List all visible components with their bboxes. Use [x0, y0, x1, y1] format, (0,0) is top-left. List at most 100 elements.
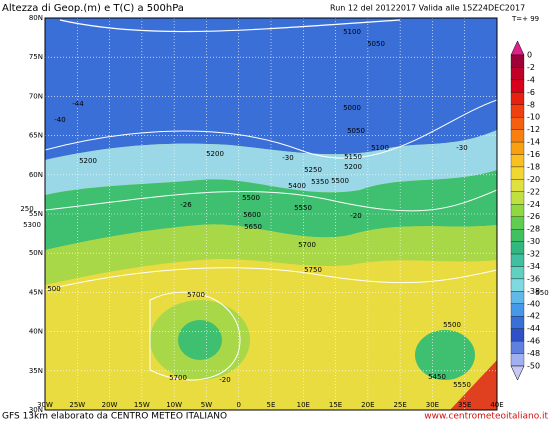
contour-label: 5750 — [304, 266, 322, 274]
lat-label: 35N — [29, 367, 43, 375]
colorbar-label: -26 — [527, 212, 540, 221]
contour-label: 5600 — [243, 211, 261, 219]
lat-label: 70N — [29, 92, 43, 100]
colorbar-label: -10 — [527, 113, 540, 122]
lon-label: 30E — [426, 401, 439, 409]
colorbar-label: -38 — [527, 287, 540, 296]
contour-label: 5200 — [344, 163, 362, 171]
lat-label: 30N — [29, 406, 43, 414]
lat-label: 45N — [29, 288, 43, 296]
contour-label: 5200 — [79, 157, 97, 165]
colorbar-swatch — [510, 278, 525, 292]
contour-label: 5050 — [347, 127, 365, 135]
colorbar-label: -42 — [527, 312, 540, 321]
lon-label: 5E — [267, 401, 276, 409]
lat-label: 40N — [29, 328, 43, 336]
colorbar-swatch — [510, 67, 525, 81]
lat-label: 60N — [29, 171, 43, 179]
colorbar-swatch — [510, 241, 525, 255]
colorbar-swatch — [510, 191, 525, 205]
lon-label: 40E — [490, 401, 503, 409]
colorbar-label: -20 — [527, 175, 540, 184]
lon-label: 25W — [69, 401, 85, 409]
colorbar-swatch — [510, 353, 525, 367]
lon-label: 15W — [134, 401, 150, 409]
contour-label: -30 — [282, 154, 293, 162]
colorbar-label: -34 — [527, 262, 540, 271]
colorbar-swatch — [510, 141, 525, 155]
colorbar-label: -24 — [527, 200, 540, 209]
lon-label: 35E — [458, 401, 471, 409]
colorbar-swatch — [510, 340, 525, 354]
contour-label: 5350 — [311, 178, 329, 186]
contour-label: 550 — [535, 289, 548, 297]
contour-label: 5700 — [298, 241, 316, 249]
colorbar-top — [510, 40, 525, 56]
lat-label: 55N — [29, 210, 43, 218]
title: Altezza di Geop.(m) e T(C) a 500hPa — [2, 3, 184, 14]
run-info: Run 12 del 20122017 Valida alle 15Z24DEC… — [330, 4, 525, 13]
colorbar-swatch — [510, 117, 525, 130]
lat-label: 65N — [29, 132, 43, 140]
contour-label: 5700 — [187, 291, 205, 299]
contour-label: -26 — [180, 201, 192, 209]
contour-label: 5100 — [371, 144, 389, 152]
colorbar-label: -22 — [527, 187, 540, 196]
colorbar-swatch — [510, 79, 525, 93]
contour-label: 5050 — [367, 40, 385, 48]
lat-label: 50N — [29, 249, 43, 257]
colorbar-label: -16 — [527, 150, 540, 159]
contour-label: 5150 — [344, 153, 362, 161]
lon-label: 5W — [201, 401, 212, 409]
colorbar-label: -44 — [527, 324, 540, 333]
colorbar-label: -28 — [527, 225, 540, 234]
colorbar-swatch — [510, 229, 525, 242]
contour-label: 5650 — [244, 223, 262, 231]
colorbar-label: -4 — [527, 75, 535, 84]
contour-label: 5700 — [169, 374, 187, 382]
colorbar-label: -14 — [527, 138, 540, 147]
colorbar-label: -40 — [527, 299, 540, 308]
colorbar-label: -8 — [527, 100, 535, 109]
colorbar-swatch — [510, 266, 525, 280]
colorbar-swatch — [510, 54, 525, 68]
colorbar-label: -32 — [527, 250, 540, 259]
contour-label: 5200 — [206, 150, 224, 158]
colorbar-swatch — [510, 216, 525, 230]
colorbar-label: -2 — [527, 63, 535, 72]
lon-label: 10E — [297, 401, 310, 409]
footer-right: www.centrometeoitaliano.it — [424, 412, 548, 422]
map-field — [45, 18, 497, 410]
lon-label: 30W — [37, 401, 53, 409]
colorbar-swatch — [510, 328, 525, 342]
colorbar-swatch — [510, 166, 525, 180]
colorbar-label: -48 — [527, 349, 540, 358]
map-frame — [44, 17, 498, 411]
colorbar-label: -12 — [527, 125, 540, 134]
lon-label: 10W — [166, 401, 182, 409]
colorbar-swatch — [510, 129, 525, 143]
contour-label: 5550 — [453, 381, 471, 389]
colorbar-label: -50 — [527, 362, 540, 371]
colorbar-label: -46 — [527, 337, 540, 346]
contour-label: 5500 — [331, 177, 349, 185]
lon-label: 25E — [393, 401, 406, 409]
contour-label: 5100 — [343, 28, 361, 36]
colorbar-swatch — [510, 154, 525, 168]
contour-label: 250 — [20, 205, 33, 213]
colorbar-label: -30 — [527, 237, 540, 246]
contour-label: 5500 — [242, 194, 260, 202]
colorbar-bottom — [510, 365, 525, 381]
contour-label: 5300 — [23, 221, 41, 229]
lon-label: 15E — [329, 401, 342, 409]
contour-label: 5400 — [288, 182, 306, 190]
contour-label: 5550 — [294, 204, 312, 212]
contour-label: 5250 — [304, 166, 322, 174]
contour-label: -44 — [72, 100, 84, 108]
colorbar-label: -36 — [527, 274, 540, 283]
lat-label: 75N — [29, 53, 43, 61]
lon-label: 0 — [236, 401, 240, 409]
contour-label: -30 — [456, 144, 467, 152]
colorbar-swatch — [510, 179, 525, 192]
colorbar-swatch — [510, 92, 525, 105]
